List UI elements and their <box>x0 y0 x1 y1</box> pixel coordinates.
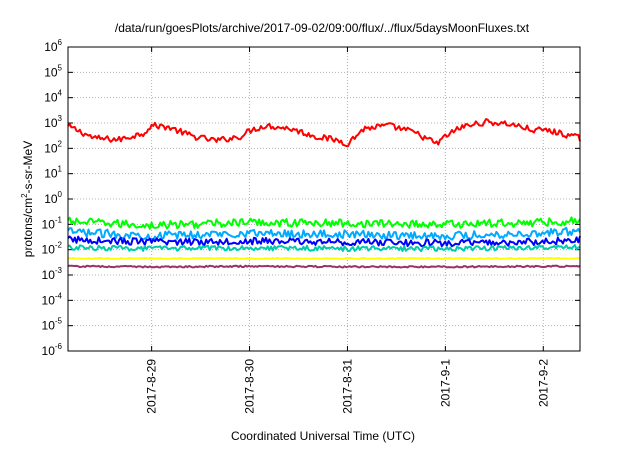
x-axis-ticks: 2017-8-29 2017-8-30 2017-8-31 2017-9-1 2017-… <box>145 47 550 414</box>
y-tick-label: 10-3 <box>42 266 63 282</box>
y-tick-label: 102 <box>44 139 62 155</box>
chart-title: /data/run/goesPlots/archive/2017-09-02/0… <box>115 21 530 35</box>
y-tick-label: 10-4 <box>42 291 63 307</box>
y-axis-ticks: 10-6 10-5 10-4 10-3 10-2 10-1 100 101 102 103 104 1… <box>42 38 580 358</box>
y-axis-label: protons/cm2-s-sr-MeV <box>20 141 35 257</box>
y-tick-label: 105 <box>44 63 62 79</box>
y-tick-label: 10-1 <box>42 215 63 231</box>
y-tick-label: 10-2 <box>42 241 63 257</box>
series-layer <box>67 118 581 269</box>
x-tick-label: 2017-8-31 <box>340 359 354 414</box>
series-line <box>67 264 581 269</box>
x-tick-label: 2017-9-1 <box>438 359 452 407</box>
x-axis-label: Coordinated Universal Time (UTC) <box>231 429 415 443</box>
y-tick-label: 101 <box>44 165 62 181</box>
series-line <box>67 235 581 248</box>
y-tick-label: 103 <box>44 114 62 130</box>
series-line <box>67 118 581 148</box>
x-tick-label: 2017-8-29 <box>145 359 159 414</box>
y-tick-label: 100 <box>44 190 62 206</box>
x-tick-label: 2017-9-2 <box>536 359 550 407</box>
y-tick-label: 10-6 <box>42 342 63 358</box>
y-tick-label: 104 <box>44 89 62 105</box>
y-tick-label: 10-5 <box>42 317 63 333</box>
plot-frame <box>67 46 581 352</box>
y-tick-label: 106 <box>44 38 62 54</box>
x-tick-label: 2017-8-30 <box>243 359 257 414</box>
series-line <box>67 244 581 253</box>
series-line <box>67 226 581 241</box>
series-line <box>67 256 581 260</box>
series-line <box>67 216 581 230</box>
grid <box>68 47 580 351</box>
